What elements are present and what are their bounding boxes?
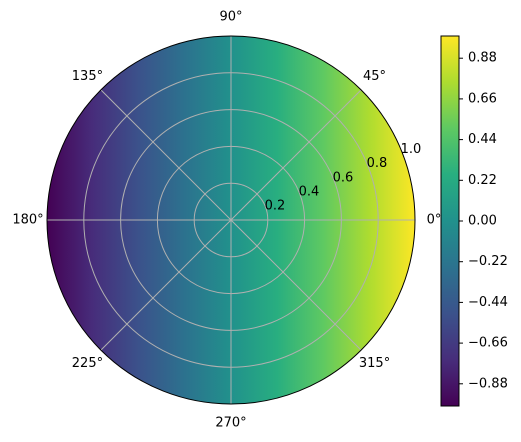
colorbar-tick-label: 0.22: [468, 173, 497, 188]
radial-tick-label: 0.4: [299, 184, 320, 199]
radial-tick-label: 0.2: [265, 198, 286, 213]
colorbar: 0.88 0.66 0.44 0.22 0.00 −0.22 −0.44 −0.66 −0.88: [440, 35, 508, 407]
colorbar-tick-label: −0.44: [468, 295, 508, 310]
angular-tick-label: 135°: [72, 69, 103, 84]
angular-tick-label: 315°: [359, 356, 390, 371]
polar-frame: [46, 35, 416, 405]
angular-tick-label: 270°: [215, 416, 246, 431]
colorbar-tick-label: −0.66: [468, 336, 508, 351]
polar-grid: [47, 36, 415, 404]
angular-tick-labels: 0° 45° 90° 135° 180° 225° 270° 315°: [12, 10, 441, 431]
colorbar-tick-label: 0.88: [468, 51, 497, 66]
radial-tick-label: 1.0: [401, 142, 422, 157]
colorbar-ticks: 0.88 0.66 0.44 0.22 0.00 −0.22 −0.44 −0.66 −0.88: [459, 51, 508, 391]
colorbar-tick-label: −0.88: [468, 376, 508, 391]
angular-gridline: [100, 89, 232, 221]
colorbar-tick-label: 0.00: [468, 214, 497, 229]
angular-tick-label: 180°: [12, 213, 43, 228]
angular-tick-label: 225°: [72, 356, 103, 371]
polar-axes: 0°45°90°135°180°225°270°315° 0.20.40.60.…: [12, 10, 441, 431]
radial-tick-label: 0.6: [333, 170, 354, 185]
angular-gridline: [230, 219, 362, 351]
angular-gridline: [230, 89, 362, 221]
radial-tick-label: 0.8: [367, 156, 388, 171]
colorbar-gradient: [441, 36, 459, 406]
angular-tick-label: 0°: [427, 213, 442, 228]
angular-gridline: [100, 219, 232, 351]
colorbar-tick-label: 0.66: [468, 91, 497, 106]
colorbar-tick-label: −0.22: [468, 254, 508, 269]
angular-tick-label: 90°: [219, 10, 242, 25]
angular-tick-label: 45°: [363, 69, 386, 84]
colorbar-tick-label: 0.44: [468, 132, 497, 147]
radial-tick-labels: 0.2 0.4 0.6 0.8 1.0: [265, 142, 422, 213]
